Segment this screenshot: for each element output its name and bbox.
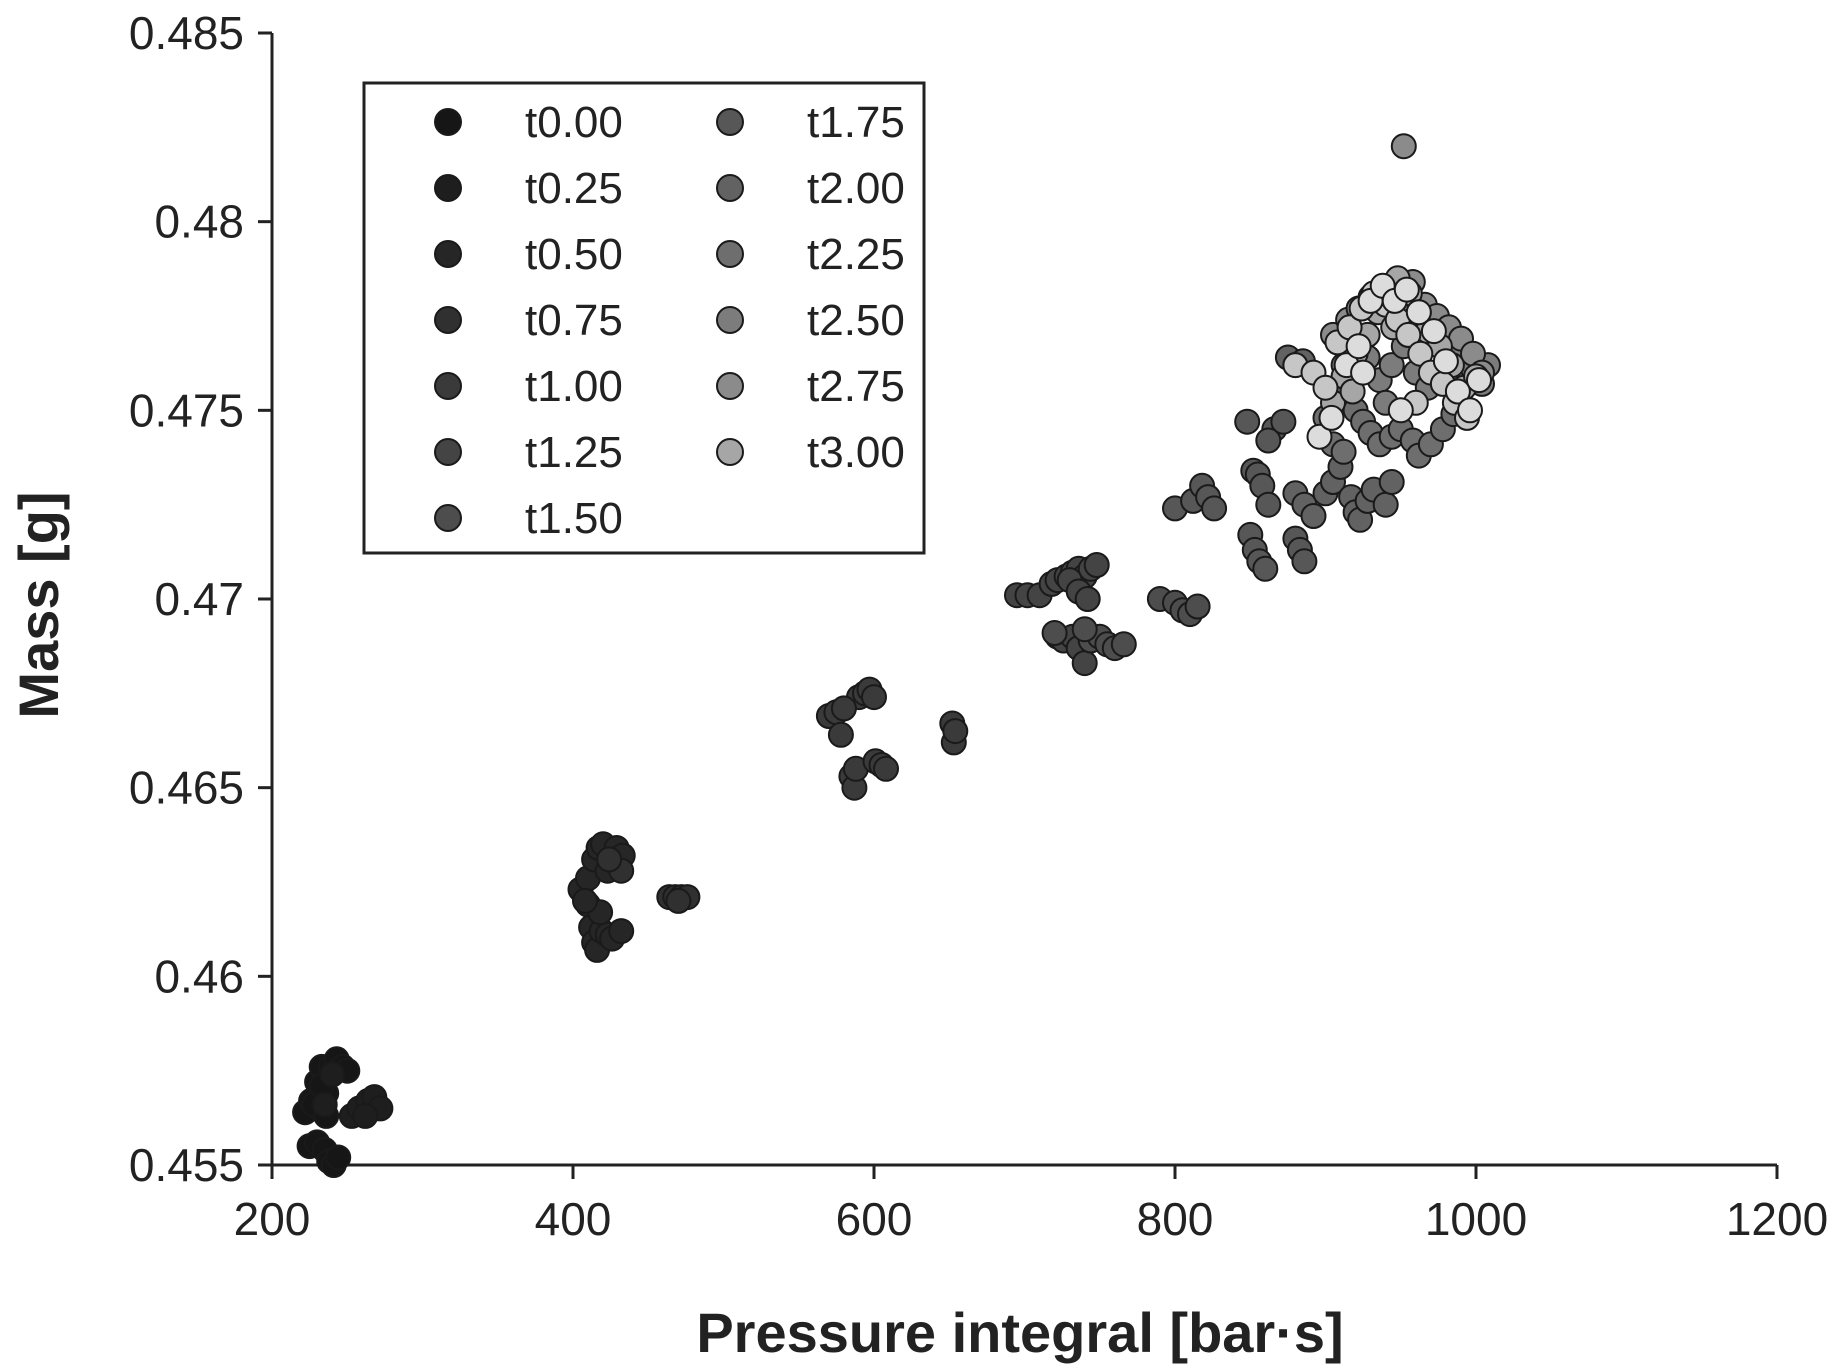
- legend-label: t2.50: [807, 296, 905, 345]
- y-tick-label: 0.475: [129, 384, 244, 436]
- y-tick-label: 0.48: [154, 196, 244, 248]
- data-point: [1372, 491, 1399, 518]
- legend-label: t2.75: [807, 362, 905, 411]
- y-tick-label: 0.455: [129, 1139, 244, 1191]
- legend-label: t0.75: [525, 296, 623, 345]
- data-point: [1184, 593, 1211, 620]
- x-tick-label: 800: [1137, 1193, 1214, 1245]
- y-tick-label: 0.46: [154, 950, 244, 1002]
- x-tick-label: 200: [234, 1193, 311, 1245]
- data-point: [861, 684, 887, 711]
- data-point: [942, 718, 969, 745]
- legend-label: t0.50: [525, 230, 623, 279]
- legend: t0.00 t0.25 t0.50 t0.75 t1.00 t1.25 t1.50 t1.75…: [362, 81, 926, 555]
- data-point: [1405, 299, 1432, 326]
- data-point: [596, 846, 623, 873]
- data-point: [1291, 548, 1318, 575]
- legend-marker: [434, 108, 462, 136]
- data-point: [1444, 378, 1471, 405]
- data-point: [1457, 397, 1483, 424]
- y-tick-label: 0.465: [129, 762, 244, 814]
- legend-label: t2.25: [807, 230, 905, 279]
- data-point: [1234, 408, 1261, 435]
- data-point: [1420, 318, 1447, 345]
- data-point: [830, 695, 857, 722]
- axes: 200 400 600 800 1000 1200 0.455 0.46 0.465 0.47 0.…: [129, 7, 1828, 1245]
- data-point: [1312, 374, 1339, 401]
- data-point: [1255, 491, 1282, 518]
- data-point: [1071, 616, 1098, 643]
- data-point: [608, 918, 635, 945]
- data-point: [1387, 397, 1414, 424]
- x-tick-label: 1000: [1425, 1193, 1527, 1245]
- data-point: [1432, 348, 1459, 375]
- data-points: [292, 133, 1501, 1178]
- y-tick-label: 0.47: [154, 573, 244, 625]
- y-tick-label: 0.485: [129, 7, 244, 59]
- data-point: [1378, 469, 1405, 495]
- data-point: [1350, 359, 1377, 386]
- data-point: [1390, 133, 1417, 160]
- legend-label: t2.00: [807, 164, 905, 213]
- legend-label: t3.00: [807, 428, 905, 477]
- legend-marker: [716, 108, 744, 136]
- data-point: [325, 1144, 352, 1171]
- data-point: [1395, 321, 1422, 348]
- data-point: [572, 887, 598, 914]
- x-tick-label: 400: [535, 1193, 612, 1245]
- data-point: [1378, 352, 1405, 379]
- legend-marker: [434, 438, 462, 466]
- data-point: [1255, 427, 1282, 454]
- legend-label: t0.00: [525, 98, 623, 147]
- x-axis-title: Pressure integral [bar·s]: [696, 1301, 1343, 1364]
- legend-label: t1.00: [525, 362, 623, 411]
- data-point: [1466, 367, 1492, 394]
- data-point: [1074, 586, 1101, 612]
- legend-marker: [434, 240, 462, 268]
- data-point: [1041, 620, 1068, 646]
- y-axis-title: Mass [g]: [7, 491, 70, 718]
- legend-label: t0.25: [525, 164, 623, 213]
- data-point: [1110, 631, 1137, 658]
- legend-label: t1.75: [807, 98, 905, 147]
- data-point: [1083, 552, 1110, 578]
- legend-marker: [716, 372, 744, 400]
- legend-marker: [716, 438, 744, 466]
- legend-marker: [434, 372, 462, 400]
- legend-label: t1.25: [525, 428, 623, 477]
- legend-marker: [716, 174, 744, 202]
- data-point: [827, 721, 854, 748]
- x-tick-label: 1200: [1726, 1193, 1828, 1245]
- data-point: [319, 1061, 346, 1088]
- legend-marker: [434, 306, 462, 334]
- data-point: [352, 1102, 379, 1129]
- data-point: [1393, 276, 1420, 303]
- data-point: [873, 755, 899, 782]
- x-tick-label: 600: [836, 1193, 913, 1245]
- data-point: [1300, 503, 1327, 529]
- legend-label: t1.50: [525, 494, 623, 543]
- legend-marker: [716, 306, 744, 334]
- data-point: [1071, 650, 1098, 677]
- data-point: [1318, 404, 1345, 431]
- data-point: [311, 1091, 338, 1118]
- legend-marker: [434, 504, 462, 532]
- legend-marker: [716, 240, 744, 268]
- data-point: [1252, 555, 1279, 582]
- data-point: [1270, 408, 1297, 435]
- data-point: [665, 887, 692, 914]
- data-point: [1306, 423, 1333, 450]
- data-point: [1201, 495, 1228, 522]
- data-point: [1345, 333, 1372, 360]
- legend-marker: [434, 174, 462, 202]
- data-point: [1330, 438, 1357, 465]
